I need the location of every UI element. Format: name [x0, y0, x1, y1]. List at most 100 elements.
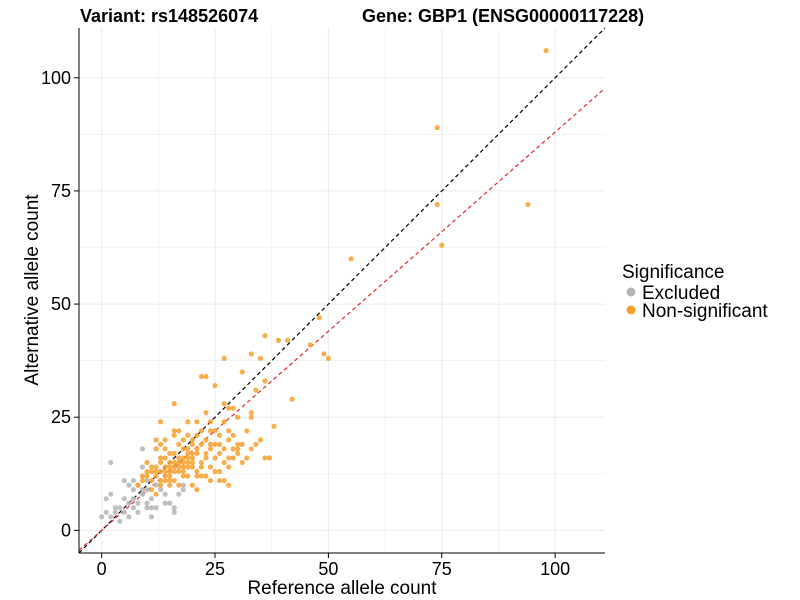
- non-significant-point: [185, 459, 191, 466]
- non-significant-point: [275, 337, 282, 343]
- non-significant-point: [171, 477, 177, 484]
- x-tick-label: 75: [432, 559, 452, 579]
- non-significant-point: [284, 337, 291, 343]
- legend-excluded-label: Excluded: [642, 283, 720, 304]
- non-significant-point: [144, 468, 150, 475]
- non-significant-point: [148, 487, 155, 493]
- excluded-point: [108, 514, 114, 520]
- non-significant-point: [167, 473, 173, 479]
- excluded-point: [139, 491, 146, 497]
- excluded-point: [121, 477, 127, 484]
- non-significant-point: [158, 477, 164, 484]
- x-axis-ticks: 0 25 50 75 100: [97, 553, 570, 579]
- non-significant-point: [162, 477, 168, 484]
- non-significant-point: [189, 441, 195, 447]
- non-significant-point: [153, 446, 159, 452]
- non-significant-point: [171, 464, 177, 470]
- non-significant-point: [189, 437, 195, 443]
- non-significant-point: [194, 432, 200, 438]
- non-significant-point: [212, 468, 218, 475]
- non-significant-point: [185, 432, 191, 438]
- non-significant-point: [221, 401, 227, 407]
- excluded-point: [112, 505, 118, 511]
- non-significant-point: [307, 342, 313, 348]
- non-significant-point: [171, 450, 177, 457]
- excluded-point: [130, 487, 137, 493]
- non-significant-point: [525, 201, 531, 208]
- legend-excluded-swatch: [626, 287, 636, 297]
- non-significant-point: [203, 473, 209, 479]
- legend: Significance Excluded Non-significant: [622, 262, 768, 322]
- non-significant-point: [162, 464, 168, 470]
- y-axis-ticks: 0 25 50 75 100: [41, 68, 79, 540]
- non-significant-point: [171, 401, 177, 407]
- excluded-point: [148, 505, 155, 511]
- grid-lines: [79, 28, 605, 553]
- non-significant-point: [167, 468, 173, 475]
- non-significant-point: [212, 455, 218, 461]
- non-significant-point: [248, 446, 254, 452]
- excluded-point: [130, 496, 137, 502]
- non-significant-point: [158, 455, 164, 461]
- excluded-point: [171, 505, 177, 511]
- variant-title: Variant: rs148526074: [80, 6, 258, 26]
- non-significant-point: [171, 432, 177, 438]
- non-significant-point: [221, 419, 227, 425]
- excluded-point: [139, 464, 146, 470]
- excluded-point: [162, 500, 168, 506]
- non-significant-point: [203, 373, 209, 380]
- non-significant-point: [176, 441, 182, 447]
- excluded-point: [180, 487, 186, 493]
- non-significant-point: [162, 473, 168, 479]
- non-significant-point: [230, 446, 236, 452]
- non-significant-point: [180, 437, 186, 443]
- non-significant-point: [158, 419, 164, 425]
- non-significant-point: [434, 201, 440, 208]
- non-significant-point: [226, 455, 232, 461]
- non-significant-point: [171, 459, 177, 466]
- excluded-points: [99, 446, 186, 524]
- excluded-point: [121, 496, 127, 502]
- non-significant-point: [144, 459, 150, 466]
- non-significant-point: [158, 459, 164, 466]
- legend-non-significant-label: Non-significant: [642, 301, 768, 322]
- non-significant-point: [194, 468, 200, 475]
- excluded-point: [130, 477, 137, 484]
- non-significant-point: [198, 373, 205, 380]
- non-significant-point: [221, 446, 227, 452]
- non-significant-point: [189, 450, 195, 457]
- non-significant-point: [148, 464, 155, 470]
- excluded-point: [117, 518, 123, 524]
- non-significant-point: [194, 450, 200, 457]
- y-tick-label: 100: [41, 68, 71, 88]
- non-significant-point: [139, 473, 146, 479]
- non-significant-point: [148, 477, 155, 484]
- non-significant-point: [180, 455, 186, 461]
- non-significant-point: [257, 437, 263, 443]
- non-significant-point: [321, 351, 327, 357]
- non-significant-point: [167, 450, 173, 457]
- excluded-point: [144, 477, 150, 484]
- non-significant-point: [189, 459, 195, 466]
- non-significant-point: [212, 428, 218, 434]
- non-significant-point: [185, 455, 191, 461]
- non-significant-point: [216, 468, 223, 475]
- non-significant-point: [180, 446, 186, 452]
- non-significant-point: [171, 428, 177, 434]
- y-tick-label: 0: [61, 520, 71, 540]
- non-significant-point: [180, 468, 186, 475]
- non-significant-point: [262, 378, 268, 384]
- non-significant-point: [235, 414, 241, 420]
- non-significant-point: [153, 468, 159, 475]
- non-significant-point: [221, 355, 227, 361]
- excluded-point: [135, 509, 141, 515]
- non-significant-point: [185, 450, 191, 457]
- non-significant-point: [230, 455, 236, 461]
- non-significant-point: [434, 124, 440, 131]
- non-significant-point: [135, 482, 141, 488]
- non-significant-point: [158, 468, 164, 475]
- non-significant-points: [135, 48, 549, 497]
- non-significant-point: [348, 256, 354, 262]
- non-significant-point: [230, 405, 236, 411]
- non-significant-point: [253, 387, 259, 393]
